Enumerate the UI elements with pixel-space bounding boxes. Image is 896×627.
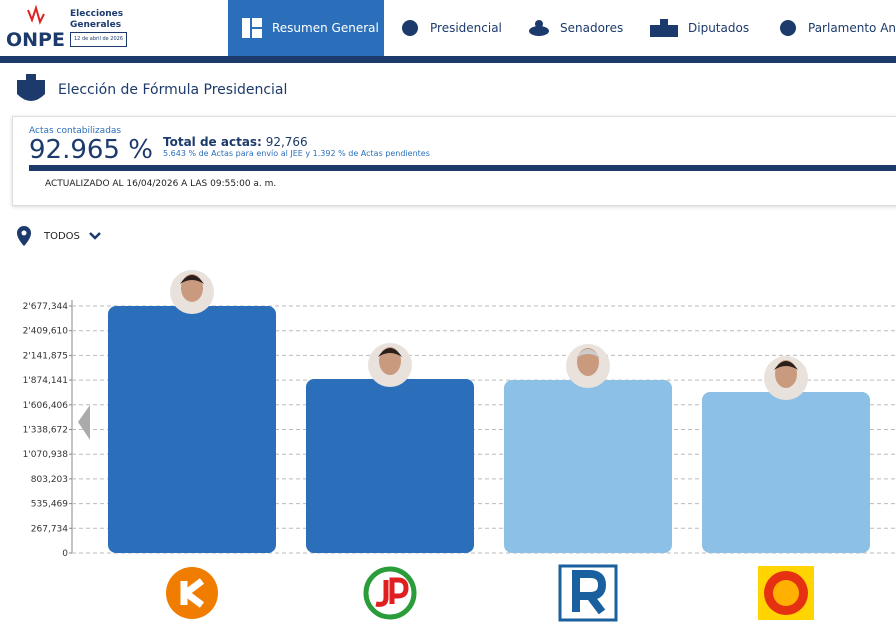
event: Elecciones Generales 12 de abril de 2026 [70,9,128,47]
filter[interactable]: TODOS [16,226,102,246]
candidate-face [577,348,599,377]
candidate-face [181,274,203,302]
nav-label: Parlamento Andino [808,21,896,35]
counted-value: 92.965 % [29,135,153,165]
nav-item[interactable]: Parlamento Andino [778,0,896,56]
logo [363,566,417,620]
total-value: 92,766 [265,135,308,149]
nav-item[interactable]: Presidencial [400,0,502,56]
bar [108,306,276,553]
logo [166,567,218,619]
y-tick-label: 803,203 [31,475,68,485]
nav-item[interactable]: Senadores [528,0,623,56]
y-tick-label: 1'874,141 [23,376,68,386]
logo: ONPE [6,4,65,50]
candidate-hair [378,348,402,358]
bar [306,379,474,553]
summary-card: Actas contabilizadas 92.965 % Total de a… [12,116,896,206]
page-title: Elección de Fórmula Presidencial [58,82,288,98]
nav-label: Diputados [688,21,750,35]
nav-item[interactable]: Diputados [650,0,749,56]
y-tick-label: 1'070,938 [23,450,69,460]
candidate-face [775,360,797,389]
header: ONPE Elecciones Generales 12 de abril de… [0,0,896,56]
bar [504,380,672,553]
counted-label: Actas contabilizadas [29,126,122,136]
emblem [17,74,45,101]
bar [702,392,870,553]
scroll-arrow [78,405,90,440]
progress [29,165,896,171]
y-tick-label: 267,734 [31,524,68,534]
candidate-hair [576,349,600,359]
y-tick-label: 0 [62,549,68,559]
candidate-face [379,347,401,376]
y-tick-label: 1'338,672 [23,426,68,436]
y-tick-label: 2'677,344 [23,302,69,312]
nav-label: Senadores [560,21,624,35]
logo [773,580,799,606]
nav-label: Presidencial [430,21,502,35]
candidate-hair [774,361,798,371]
y-tick-label: 535,469 [31,500,68,510]
logo [375,577,409,607]
nav-label: Resumen General [272,21,379,35]
event-date: 12 de abril de 2026 [70,32,128,47]
y-tick-label: 2'141,875 [23,351,68,361]
detail: 5.643 % de Actas para envío al JEE y 1.3… [163,149,430,158]
header-band [0,56,896,63]
logo [180,578,205,608]
event-line: Generales [70,20,122,30]
updated: ACTUALIZADO AL 16/04/2026 A LAS 09:55:00… [45,179,277,189]
candidate-hair [180,275,204,284]
event-line: Elecciones [70,9,124,19]
total: Total de actas: 92,766 [163,135,308,149]
total-label: Total de actas: [163,135,262,149]
filter-label: TODOS [44,230,80,242]
y-tick-label: 1'606,406 [23,401,69,411]
chart: 0 267,734 535,469 803,203 1'070,938 1'338,672… [23,270,896,622]
y-tick-label: 2'409,610 [23,327,69,337]
brand: ONPE [6,29,65,50]
nav-item[interactable]: Resumen General [228,0,384,56]
logo [572,570,607,615]
